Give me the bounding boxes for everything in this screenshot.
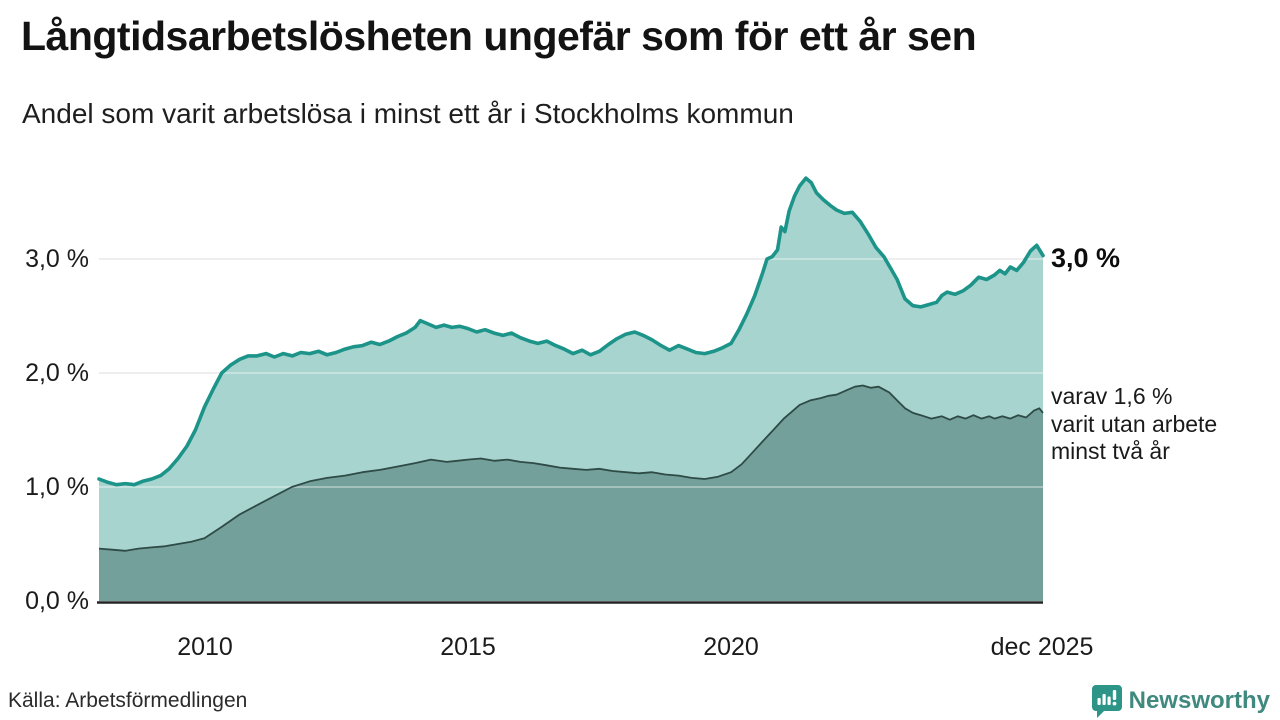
newsworthy-logo-icon	[1091, 684, 1122, 718]
annotation-line: varit utan arbete	[1051, 410, 1218, 437]
x-axis-tick-label: 2020	[703, 633, 759, 661]
series-annotation: varav 1,6 % varit utan arbete minst två …	[1051, 383, 1217, 466]
x-axis-tick-label: dec 2025	[990, 633, 1094, 661]
x-axis-tick-label: 2010	[177, 633, 233, 661]
annotation-line: varav 1,6 %	[1051, 383, 1173, 409]
chart-subtitle: Andel som varit arbetslösa i minst ett å…	[22, 98, 794, 129]
y-axis-tick-label: 1,0 %	[25, 473, 89, 501]
annotation-line: minst två år	[1051, 438, 1170, 464]
y-axis-tick-label: 3,0 %	[25, 245, 89, 273]
source-caption: Källa: Arbetsförmedlingen	[8, 689, 248, 712]
y-axis-tick-label: 2,0 %	[25, 359, 89, 387]
x-axis-tick-label: 2015	[440, 633, 496, 661]
y-axis-tick-label: 0,0 %	[25, 587, 89, 615]
series-end-value-label: 3,0 %	[1051, 243, 1121, 273]
chart-title: Långtidsarbetslösheten ungefär som för e…	[21, 13, 977, 59]
newsworthy-logo[interactable]: Newsworthy	[1091, 684, 1270, 718]
newsworthy-wordmark: Newsworthy	[1128, 687, 1270, 714]
